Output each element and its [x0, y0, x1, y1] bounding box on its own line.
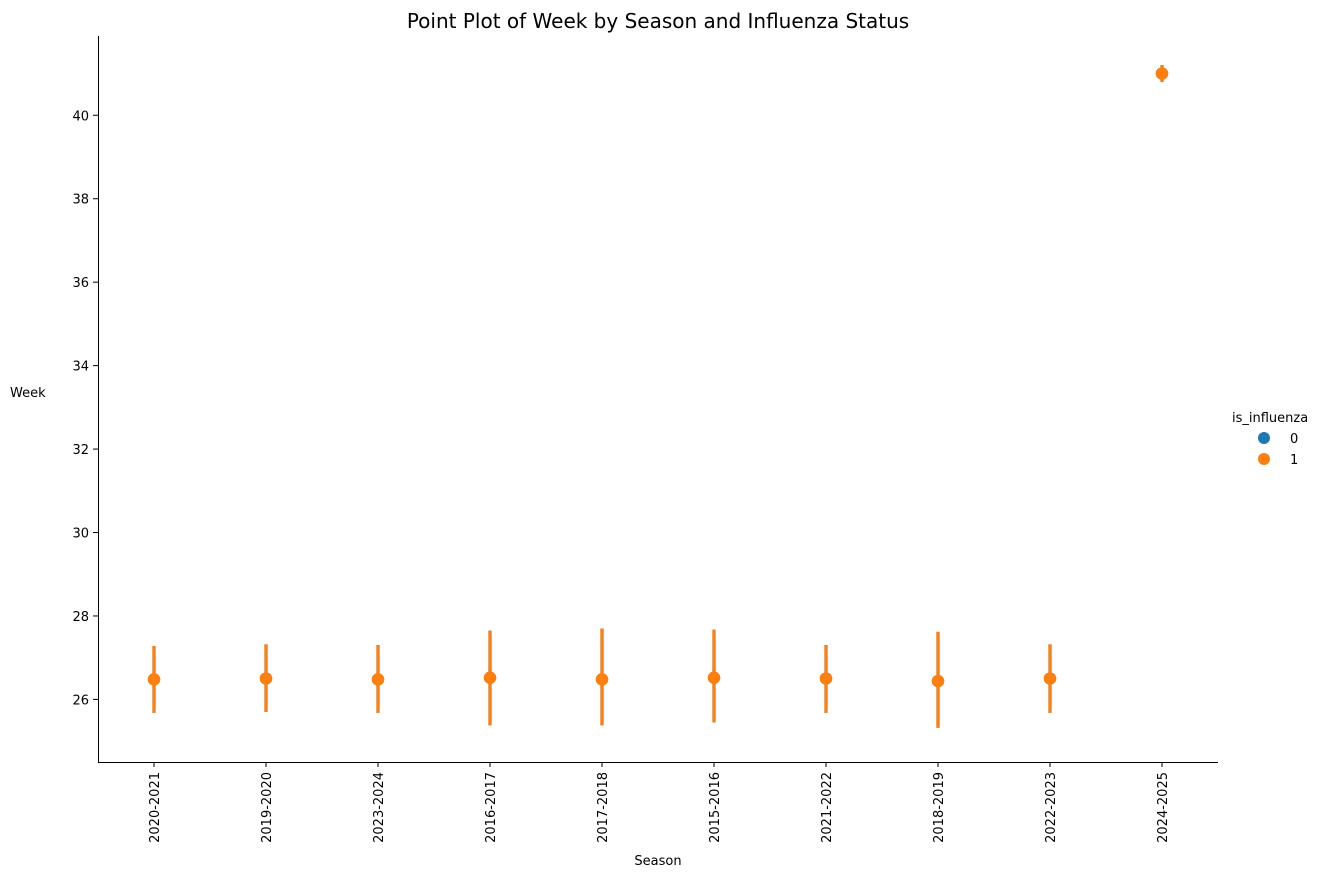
chart-title: Point Plot of Week by Season and Influen…	[407, 9, 909, 33]
y-ticks: 26 28 30 32 34 36 38 40	[72, 109, 98, 708]
data-point	[819, 672, 833, 685]
legend-label: 1	[1290, 453, 1298, 468]
x-ticks: 2020-2021 2019-2020 2023-2024 2016-2017 2017…	[148, 762, 1171, 843]
y-tick-label: 26	[72, 693, 89, 708]
legend: is_influenza 01	[1232, 411, 1308, 468]
legend-marker	[1258, 432, 1270, 444]
y-tick-label: 32	[72, 443, 89, 458]
y-tick-label: 30	[72, 527, 89, 542]
data-point	[147, 673, 161, 686]
legend-marker	[1258, 453, 1270, 465]
y-tick-label: 40	[72, 109, 89, 124]
x-tick-label: 2021-2022	[820, 772, 835, 843]
data-point	[371, 673, 385, 686]
y-tick-label: 34	[72, 360, 89, 375]
x-tick-label: 2020-2021	[148, 772, 163, 843]
x-tick-label: 2015-2016	[708, 772, 723, 843]
x-tick-label: 2018-2019	[932, 772, 947, 843]
y-tick-label: 38	[72, 193, 89, 208]
x-tick-label: 2019-2020	[260, 772, 275, 843]
x-tick-label: 2022-2023	[1044, 772, 1059, 843]
y-tick-label: 36	[72, 276, 89, 291]
x-tick-label: 2017-2018	[596, 772, 611, 843]
data-point	[931, 674, 945, 688]
data-point	[259, 672, 273, 685]
data-point	[483, 671, 497, 684]
data-point	[707, 671, 721, 684]
x-tick-label: 2016-2017	[484, 772, 499, 843]
legend-entries: 01	[1258, 432, 1298, 468]
x-tick-label: 2023-2024	[372, 772, 387, 843]
axes	[98, 36, 1218, 763]
data-marks	[147, 65, 1169, 728]
data-point	[1155, 67, 1169, 80]
y-tick-label: 28	[72, 610, 89, 625]
x-axis-label: Season	[634, 854, 681, 869]
legend-title: is_influenza	[1232, 411, 1308, 426]
y-axis-label: Week	[10, 386, 46, 401]
legend-label: 0	[1290, 432, 1298, 447]
x-tick-label: 2024-2025	[1156, 772, 1171, 843]
data-point	[1043, 672, 1057, 685]
data-point	[595, 673, 609, 686]
